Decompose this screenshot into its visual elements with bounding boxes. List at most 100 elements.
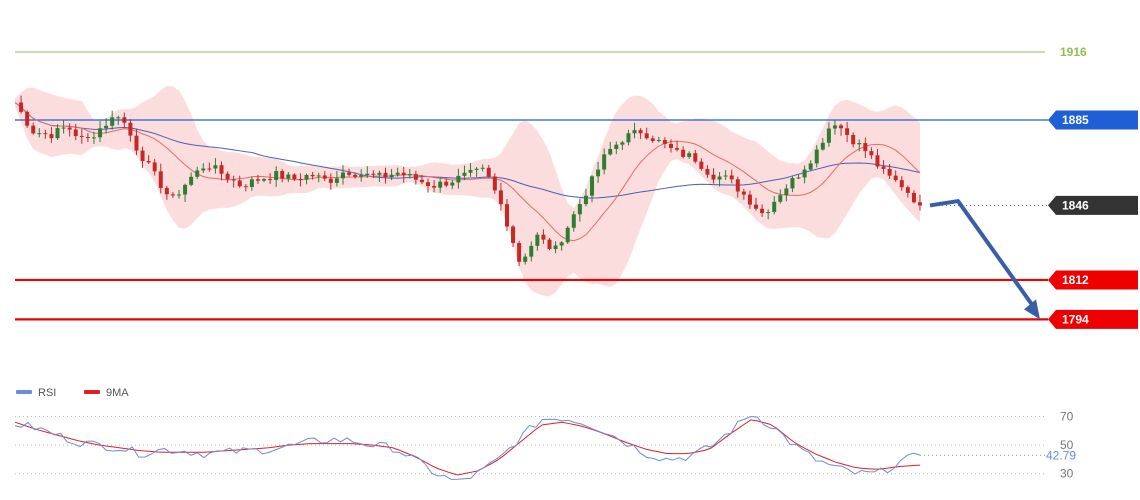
- candle-body: [164, 187, 169, 195]
- candle: [255, 174, 260, 184]
- candle-body: [55, 128, 60, 139]
- candle: [772, 196, 777, 215]
- candle: [541, 229, 546, 244]
- candle: [158, 163, 163, 194]
- candle: [104, 118, 109, 134]
- candle-body: [839, 125, 844, 129]
- candle: [280, 169, 285, 183]
- candle-body: [863, 143, 868, 152]
- candle-body: [67, 127, 72, 130]
- candle: [863, 137, 868, 158]
- candle: [462, 165, 467, 180]
- candle-body: [681, 149, 686, 157]
- candle-body: [711, 174, 716, 180]
- candle-body: [602, 154, 607, 170]
- candle: [547, 237, 552, 251]
- candle: [128, 119, 133, 142]
- candle-body: [347, 172, 352, 175]
- forecast-arrow: [929, 199, 1040, 320]
- candle-body: [808, 163, 813, 170]
- candle-body: [371, 173, 376, 175]
- rsi-panel: 70 50 30 42.79: [14, 409, 1076, 481]
- candle: [237, 175, 242, 188]
- candle: [474, 167, 479, 177]
- candle: [310, 172, 315, 180]
- candle-body: [832, 125, 837, 129]
- candle: [626, 129, 631, 146]
- candle: [328, 173, 333, 190]
- candle-body: [796, 177, 801, 179]
- candle-body: [456, 175, 461, 183]
- candle-body: [869, 151, 874, 156]
- candle: [486, 165, 491, 178]
- candle-body: [766, 211, 771, 214]
- candle: [98, 121, 103, 143]
- candle-body: [365, 173, 370, 176]
- candle: [298, 173, 303, 187]
- candle: [881, 160, 886, 174]
- candle: [243, 184, 248, 192]
- candle-body: [772, 201, 777, 212]
- candle-body: [498, 190, 503, 205]
- candle-body: [608, 148, 613, 155]
- level-1916-label: 1916: [1060, 45, 1087, 59]
- candle-body: [517, 243, 522, 262]
- candle: [577, 198, 582, 222]
- candle-body: [219, 165, 224, 174]
- candle: [359, 169, 364, 182]
- legend-swatch-rsi: [16, 390, 32, 394]
- candle: [711, 168, 716, 184]
- candle-body: [747, 194, 752, 205]
- candle-body: [231, 179, 236, 181]
- candle: [19, 95, 24, 114]
- level-1885-label: 1885: [1062, 113, 1089, 127]
- candle-body: [98, 128, 103, 138]
- candle-body: [705, 168, 710, 175]
- candle: [292, 173, 297, 182]
- candle-body: [881, 166, 886, 169]
- candle-body: [845, 128, 850, 135]
- candle: [49, 127, 54, 143]
- candle-body: [426, 182, 431, 187]
- candle: [401, 166, 406, 183]
- candle: [189, 172, 194, 187]
- candle-body: [395, 172, 400, 175]
- candle: [61, 120, 66, 134]
- candle: [134, 129, 139, 155]
- candle-body: [450, 182, 455, 186]
- candle-body: [25, 111, 30, 126]
- candle-body: [401, 172, 406, 176]
- candle: [79, 128, 84, 144]
- candle: [790, 176, 795, 193]
- candle: [839, 123, 844, 136]
- candle: [249, 176, 254, 191]
- candle-body: [590, 176, 595, 196]
- candle: [802, 165, 807, 184]
- candle-body: [486, 167, 491, 177]
- candle: [638, 128, 643, 139]
- candle: [590, 175, 595, 203]
- candle: [340, 165, 345, 185]
- level-1812-label: 1812: [1062, 273, 1089, 287]
- candle: [644, 127, 649, 140]
- candle: [176, 189, 181, 199]
- candle-body: [535, 234, 540, 246]
- candle-body: [316, 175, 321, 177]
- candle: [778, 189, 783, 204]
- candle-body: [304, 174, 309, 180]
- candle-body: [741, 191, 746, 195]
- candle: [766, 209, 771, 220]
- candle: [419, 174, 424, 185]
- candle-body: [735, 179, 740, 192]
- candle: [826, 122, 831, 147]
- candle: [438, 177, 443, 193]
- candle-body: [73, 129, 78, 136]
- candle-body: [760, 208, 765, 214]
- candle: [535, 232, 540, 251]
- candle-body: [340, 172, 345, 179]
- legend-label-9ma: 9MA: [106, 387, 129, 399]
- candle: [905, 185, 910, 198]
- candle: [632, 122, 637, 139]
- candle: [511, 225, 516, 248]
- candle: [395, 167, 400, 177]
